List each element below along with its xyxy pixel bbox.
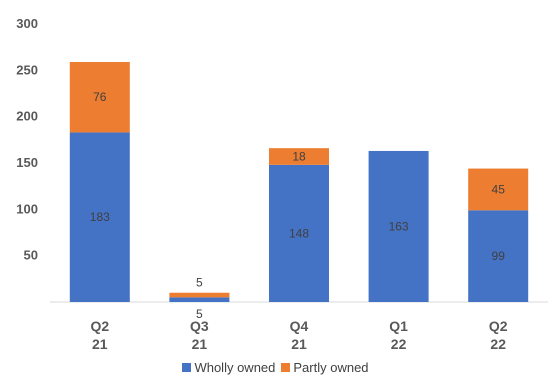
bar-segment-wholly-owned: [368, 150, 429, 302]
data-label: 18: [292, 150, 306, 164]
data-label: 5: [196, 276, 203, 290]
legend-item-wholly-owned: Wholly owned: [182, 360, 275, 375]
data-label: 5: [196, 307, 203, 321]
x-tick-label: Q1: [389, 318, 408, 334]
bar-segment-wholly-owned: [468, 210, 529, 302]
legend-label-partly-owned: Partly owned: [293, 360, 369, 375]
x-tick-label: Q2: [489, 318, 508, 334]
y-tick-label: 250: [16, 62, 38, 77]
bar-segment-partly-owned: [169, 292, 230, 298]
legend-swatch-wholly-owned: [182, 363, 192, 372]
x-axis: Q2 21 Q3 21 Q4 21 Q1 22 Q2 22: [90, 318, 507, 352]
bar-segment-partly-owned: [468, 168, 529, 211]
bar-segment-wholly-owned: [69, 132, 130, 302]
x-tick-label: Q3: [190, 318, 209, 334]
legend-swatch-partly-owned: [281, 363, 291, 372]
x-tick-label: 22: [490, 336, 506, 352]
data-label: 99: [492, 249, 506, 263]
x-tick-label: 22: [391, 336, 407, 352]
y-tick-label: 150: [16, 155, 38, 170]
data-label: 45: [492, 182, 506, 196]
data-label: 183: [90, 210, 110, 224]
legend-label-wholly-owned: Wholly owned: [194, 360, 276, 375]
data-label: 76: [93, 90, 107, 104]
y-tick-label: 100: [16, 201, 38, 216]
y-tick-label: 200: [16, 109, 38, 124]
data-labels: 183 76 5 5 148 18 163 99 45: [90, 90, 505, 321]
bar-segment-partly-owned: [69, 61, 130, 133]
legend-item-partly-owned: Partly owned: [281, 360, 369, 375]
bar-segment-partly-owned: [269, 148, 329, 165]
data-label: 148: [289, 226, 309, 240]
x-tick-label: Q2: [90, 318, 109, 334]
y-tick-label: 50: [24, 248, 38, 263]
x-tick-label: 21: [92, 336, 108, 352]
data-label: 163: [389, 219, 409, 233]
bars: [69, 61, 529, 302]
bar-segment-wholly-owned: [269, 164, 329, 302]
bar-segment-wholly-owned: [169, 297, 230, 302]
y-tick-label: 300: [16, 16, 38, 31]
x-tick-label: 21: [291, 336, 307, 352]
x-tick-label: Q4: [290, 318, 309, 334]
legend: Wholly owned Partly owned: [0, 359, 551, 376]
x-tick-label: 21: [192, 336, 208, 352]
y-axis: 50 100 150 200 250 300: [16, 16, 38, 263]
